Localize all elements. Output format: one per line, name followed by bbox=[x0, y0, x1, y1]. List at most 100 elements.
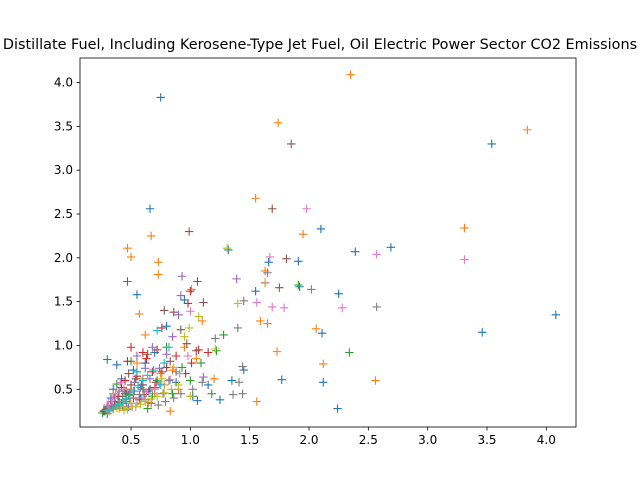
data-point bbox=[188, 385, 197, 394]
data-point bbox=[141, 364, 150, 373]
y-tick-label: 0.5 bbox=[54, 382, 73, 396]
data-point bbox=[156, 380, 165, 390]
data-point bbox=[132, 351, 142, 361]
data-point bbox=[126, 380, 136, 390]
data-points bbox=[98, 70, 561, 419]
data-point bbox=[145, 374, 155, 383]
y-tick-label: 2.5 bbox=[54, 207, 73, 221]
data-point bbox=[154, 400, 163, 410]
data-point bbox=[126, 399, 136, 408]
data-point bbox=[372, 250, 381, 259]
data-point bbox=[307, 285, 316, 294]
data-point bbox=[282, 254, 291, 263]
data-point bbox=[232, 274, 241, 284]
data-point bbox=[135, 390, 144, 399]
data-point bbox=[155, 379, 164, 389]
data-point bbox=[228, 390, 238, 399]
data-point bbox=[184, 323, 194, 333]
x-tick-label: 3.0 bbox=[418, 433, 437, 447]
data-point bbox=[193, 277, 202, 286]
data-point bbox=[154, 270, 163, 279]
data-point bbox=[117, 374, 126, 383]
data-point bbox=[203, 380, 213, 390]
data-point bbox=[177, 363, 187, 372]
data-point bbox=[184, 227, 194, 236]
data-point bbox=[152, 345, 162, 355]
data-point bbox=[264, 258, 273, 267]
data-point bbox=[372, 302, 381, 312]
series-1 bbox=[103, 70, 532, 416]
data-point bbox=[109, 403, 118, 412]
data-point bbox=[198, 316, 207, 326]
data-point bbox=[156, 93, 165, 102]
data-point bbox=[104, 400, 113, 410]
data-point bbox=[177, 272, 187, 281]
data-point bbox=[268, 204, 277, 213]
data-point bbox=[162, 322, 171, 331]
data-point bbox=[124, 369, 133, 378]
data-point bbox=[180, 295, 189, 305]
data-point bbox=[129, 386, 138, 396]
data-point bbox=[132, 290, 142, 299]
data-point bbox=[176, 325, 186, 334]
data-point bbox=[162, 350, 171, 359]
data-point bbox=[123, 243, 132, 253]
plot-frame bbox=[79, 57, 577, 428]
data-point bbox=[302, 204, 311, 213]
data-point bbox=[239, 365, 248, 375]
series-8 bbox=[105, 243, 270, 416]
data-point bbox=[211, 334, 220, 343]
data-point bbox=[133, 381, 143, 391]
x-tick-label: 2.0 bbox=[299, 433, 318, 447]
data-point bbox=[252, 397, 262, 406]
data-point bbox=[171, 367, 181, 376]
data-point bbox=[132, 358, 142, 368]
data-point bbox=[132, 367, 142, 376]
data-point bbox=[196, 358, 206, 368]
y-tick-label: 3.0 bbox=[54, 163, 73, 177]
data-point bbox=[164, 376, 174, 385]
data-point bbox=[141, 330, 150, 340]
data-point bbox=[298, 229, 308, 239]
data-point bbox=[256, 316, 265, 326]
data-point bbox=[209, 374, 219, 383]
data-point bbox=[239, 296, 248, 305]
data-point bbox=[351, 247, 360, 256]
data-point bbox=[136, 400, 145, 409]
data-point bbox=[187, 285, 196, 294]
data-point bbox=[126, 252, 136, 262]
data-point bbox=[212, 346, 221, 355]
data-point bbox=[333, 404, 342, 413]
data-point bbox=[371, 376, 380, 385]
data-point bbox=[252, 298, 262, 307]
data-point bbox=[224, 245, 233, 255]
data-point bbox=[193, 396, 202, 405]
data-point bbox=[233, 299, 243, 308]
data-point bbox=[478, 328, 487, 337]
x-axis: 0.5 1.0 1.5 2.0 2.5 3.0 3.5 4.0 bbox=[121, 427, 556, 447]
data-point bbox=[186, 392, 195, 401]
data-point bbox=[183, 351, 193, 361]
data-point bbox=[251, 194, 260, 203]
data-point bbox=[103, 406, 112, 415]
data-point bbox=[162, 363, 171, 372]
data-point bbox=[125, 391, 135, 400]
data-point bbox=[142, 388, 151, 398]
data-point bbox=[273, 118, 283, 128]
data-point bbox=[287, 139, 296, 149]
data-point bbox=[215, 395, 225, 405]
data-point bbox=[171, 351, 181, 361]
data-point bbox=[168, 332, 177, 341]
data-point bbox=[176, 291, 186, 300]
data-point bbox=[238, 362, 247, 371]
data-point bbox=[523, 125, 532, 135]
data-point bbox=[119, 385, 129, 394]
data-point bbox=[167, 385, 176, 394]
data-point bbox=[265, 252, 275, 262]
data-point bbox=[165, 357, 175, 366]
data-point bbox=[169, 363, 178, 372]
data-point bbox=[233, 323, 243, 333]
data-point bbox=[174, 380, 183, 390]
data-point bbox=[198, 378, 207, 387]
data-point bbox=[268, 302, 277, 312]
